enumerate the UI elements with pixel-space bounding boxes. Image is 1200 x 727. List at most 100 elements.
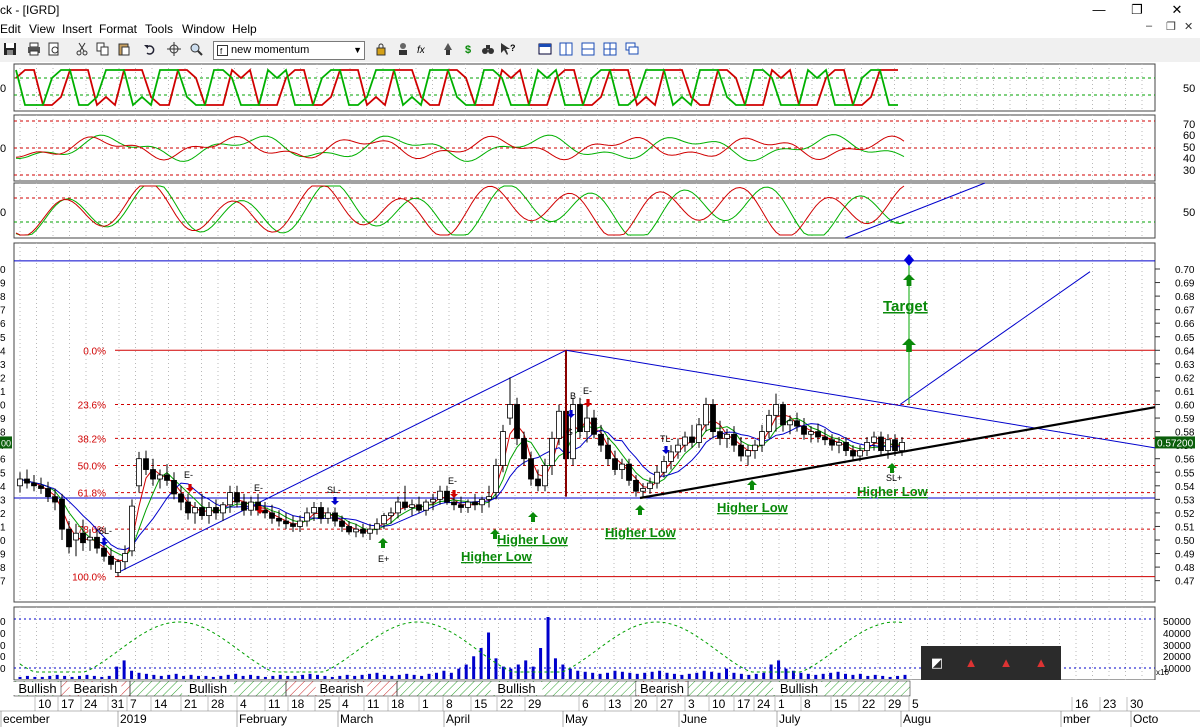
volume-bar [412,674,416,679]
help-pointer-icon[interactable]: ? [500,42,516,58]
tile-grid-icon[interactable] [602,42,618,58]
day-label: 4 [342,697,349,711]
price-left-tick: 5 [0,333,6,344]
volume-bar [524,660,528,679]
menu-edit[interactable]: Edit [0,22,21,36]
volume-bar [189,674,193,679]
menu-help[interactable]: Help [232,22,257,36]
app-tray-icon-3[interactable]: ▲ [1034,655,1048,670]
formula-select[interactable]: f new momentum ▼ [213,41,365,60]
candle-body [584,417,590,432]
month-label: May [565,712,588,726]
fibonacci-label: 38.2% [78,434,106,445]
candle-body [206,507,212,517]
candle-body [605,444,611,460]
minimize-button[interactable]: — [1092,2,1106,17]
signal-label: E- [583,386,592,396]
candle-body [157,474,163,480]
close-button[interactable]: ✕ [1171,2,1183,17]
volume-bar [888,676,892,679]
function-icon[interactable]: fx [417,42,433,58]
window-icon[interactable] [537,42,553,58]
candle-body [451,501,457,506]
candle-body [878,436,884,451]
volume-bar [137,672,141,679]
candle-body [885,439,891,451]
mdi-close-button[interactable]: ✕ [1184,21,1194,33]
save-icon[interactable] [2,42,18,58]
volume-bar [70,676,74,679]
candle-body [444,490,450,503]
price-left-tick: 9 [0,414,6,425]
lock-icon[interactable] [373,42,389,58]
chart-area[interactable]: 0 50 0 70 60 50 40 30 0 50 0.70 0 0.69 9 0.68 8 0.67 7 0.6… [0,62,1200,681]
mdi-restore-button[interactable]: ❐ [1166,21,1176,33]
candle-body [535,478,541,487]
price-right-tick: 0.70 [1175,265,1195,276]
month-label: Augu [903,712,931,726]
menu-bar: Edit View Insert Format Tools Window Hel… [0,20,1200,38]
candle-body [416,504,422,511]
candle-body [843,442,849,451]
oscillator-2-right-tick: 30 [1183,165,1195,177]
volume-bar [315,674,319,679]
signal-label: SL+ [886,473,902,483]
dollar-icon[interactable]: $ [464,44,472,56]
undo-icon[interactable] [142,42,158,58]
print-icon[interactable] [26,42,42,58]
app-tray-icon-2[interactable]: ▲ [999,655,1013,670]
snip-tool-icon[interactable]: ◩ [930,655,944,670]
copy-icon[interactable] [95,42,111,58]
system-tester-icon[interactable] [440,42,456,58]
day-label: 22 [500,697,514,711]
signal-label: B [570,391,576,401]
oscillator-3-series-green [15,185,905,236]
tile-horizontal-icon[interactable] [580,42,596,58]
menu-tools[interactable]: Tools [145,22,174,36]
menu-view[interactable]: View [29,22,55,36]
volume-bar [345,674,349,679]
candle-body [17,478,23,487]
candle-body [234,492,240,503]
paste-icon[interactable] [116,42,132,58]
menu-insert[interactable]: Insert [62,22,93,36]
zoom-icon[interactable] [188,42,204,58]
app-tray-icon-1[interactable]: ▲ [964,655,978,670]
candle-body [66,528,72,548]
menu-window[interactable]: Window [182,22,225,36]
price-right-tick: 0.66 [1175,319,1195,330]
tile-vertical-icon[interactable] [558,42,574,58]
oscillator-2-left-tick: 0 [0,143,6,155]
oscillator-1-series-green [15,68,898,107]
crosshair-icon[interactable] [166,42,182,58]
volume-bar [330,676,334,679]
volume-bar [717,672,721,679]
volume-bar [449,672,453,679]
volume-bar [762,672,766,679]
volume-bar [635,673,639,679]
volume-bar [130,670,134,679]
candle-body [220,504,226,514]
volume-bar [836,671,840,679]
candle-body [304,512,310,522]
candle-body [353,528,359,533]
print-preview-icon[interactable] [46,42,62,58]
volume-left-tick: 0 [0,652,6,663]
volume-bar [844,673,848,679]
cascade-icon[interactable] [624,42,640,58]
candle-body [45,488,51,498]
mdi-minimize-button[interactable]: – [1146,20,1153,32]
formula-select-value: new momentum [231,44,310,56]
candle-body [367,528,373,534]
cut-icon[interactable] [74,42,90,58]
candle-body [199,507,205,517]
explorer-icon[interactable] [480,42,496,58]
price-trendline [639,406,1156,500]
candle-body [549,437,555,466]
volume-right-tick: 20000 [1163,652,1191,663]
expert-icon[interactable] [395,42,411,58]
restore-button[interactable]: ❐ [1131,2,1143,17]
menu-format[interactable]: Format [99,22,138,36]
volume-bar [241,675,245,679]
